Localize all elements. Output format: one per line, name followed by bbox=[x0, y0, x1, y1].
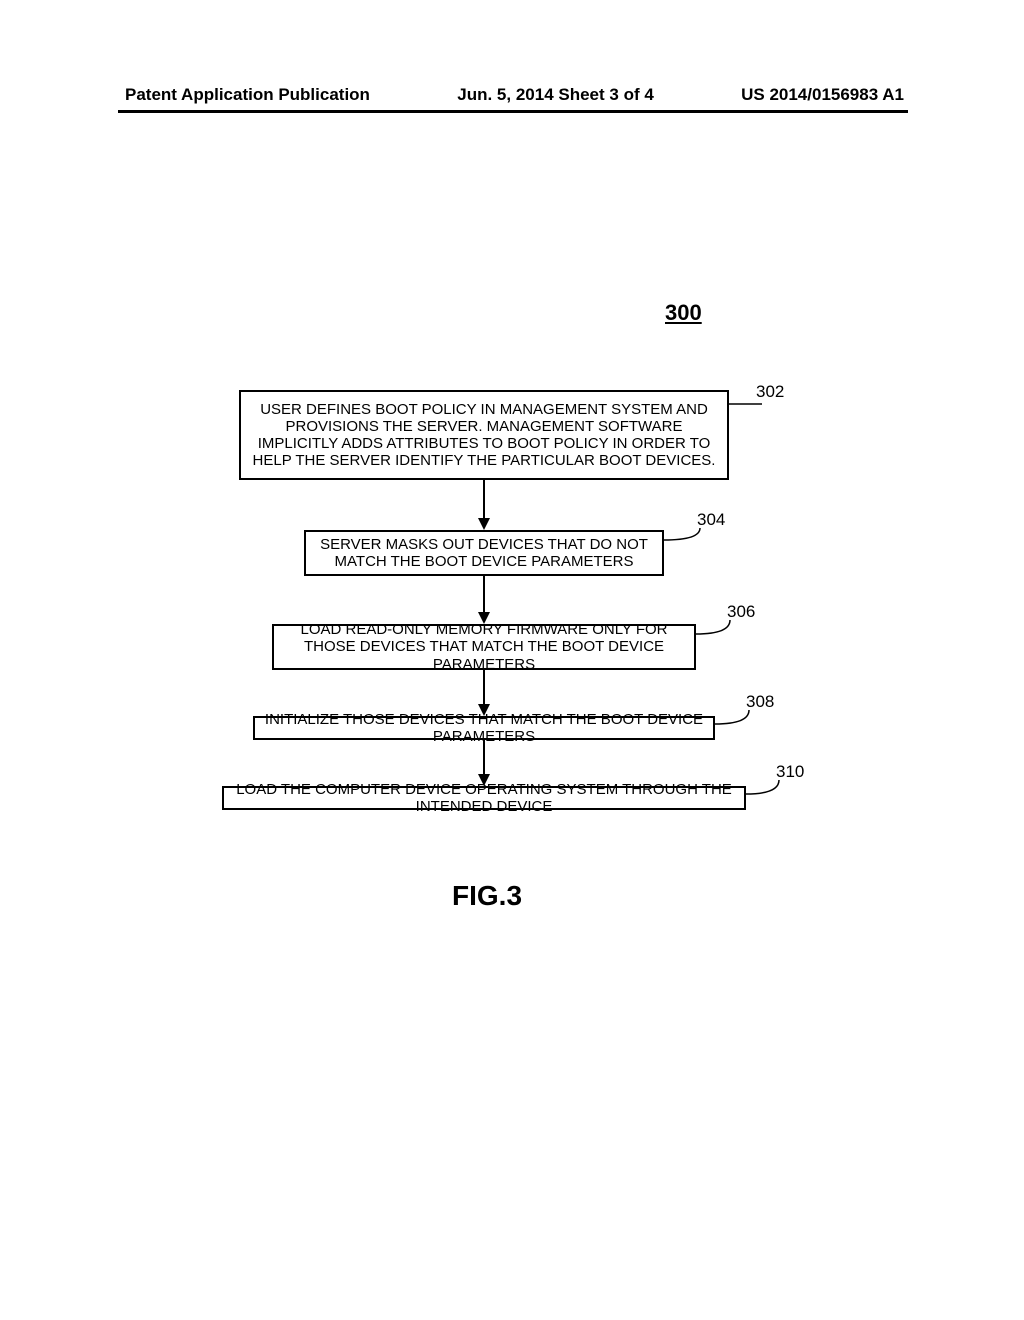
flowchart-step-304: SERVER MASKS OUT DEVICES THAT DO NOT MAT… bbox=[304, 530, 664, 576]
callout-310: 310 bbox=[776, 762, 804, 782]
callout-302: 302 bbox=[756, 382, 784, 402]
step-text: USER DEFINES BOOT POLICY IN MANAGEMENT S… bbox=[247, 401, 721, 470]
step-text: LOAD THE COMPUTER DEVICE OPERATING SYSTE… bbox=[230, 781, 738, 816]
figure-ref-300: 300 bbox=[665, 300, 702, 326]
header-center: Jun. 5, 2014 Sheet 3 of 4 bbox=[457, 85, 654, 105]
callout-304: 304 bbox=[697, 510, 725, 530]
flowchart-step-308: INITIALIZE THOSE DEVICES THAT MATCH THE … bbox=[253, 716, 715, 740]
step-text: INITIALIZE THOSE DEVICES THAT MATCH THE … bbox=[261, 711, 707, 746]
flowchart-step-306: LOAD READ-ONLY MEMORY FIRMWARE ONLY FOR … bbox=[272, 624, 696, 670]
page: { "header": { "left": "Patent Applicatio… bbox=[0, 0, 1024, 1320]
step-text: SERVER MASKS OUT DEVICES THAT DO NOT MAT… bbox=[312, 536, 656, 571]
flowchart-step-302: USER DEFINES BOOT POLICY IN MANAGEMENT S… bbox=[239, 390, 729, 480]
header-left: Patent Application Publication bbox=[125, 85, 370, 105]
step-text: LOAD READ-ONLY MEMORY FIRMWARE ONLY FOR … bbox=[280, 621, 688, 673]
callout-308: 308 bbox=[746, 692, 774, 712]
header-right: US 2014/0156983 A1 bbox=[741, 85, 904, 105]
flowchart-step-310: LOAD THE COMPUTER DEVICE OPERATING SYSTE… bbox=[222, 786, 746, 810]
page-header: Patent Application Publication Jun. 5, 2… bbox=[0, 85, 1024, 105]
figure-label: FIG.3 bbox=[452, 880, 522, 912]
header-rule bbox=[118, 110, 908, 113]
callout-306: 306 bbox=[727, 602, 755, 622]
